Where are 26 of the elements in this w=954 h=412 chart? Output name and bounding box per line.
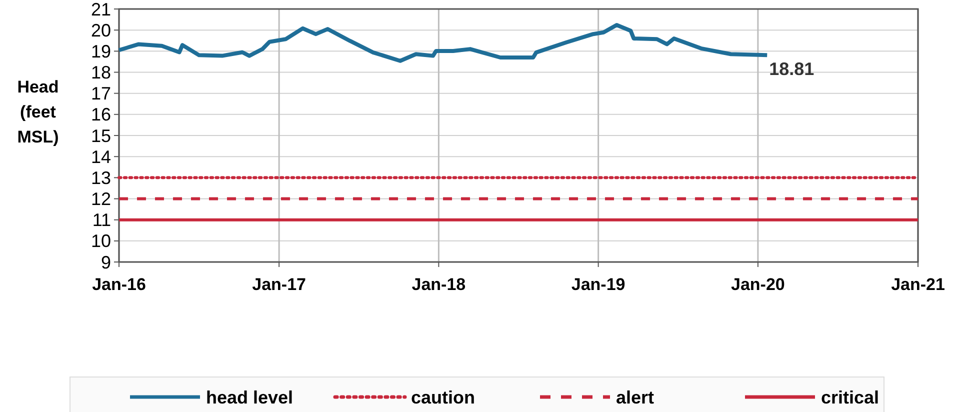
- y-tick-label: 13: [90, 168, 111, 188]
- annotation: 18.81: [769, 59, 814, 80]
- y-tick-label: 21: [90, 0, 111, 20]
- y-tick-label: 19: [90, 41, 111, 62]
- x-tick-label: Jan-20: [731, 275, 785, 294]
- y-tick-label: 14: [90, 146, 111, 167]
- legend-label: caution: [411, 387, 476, 408]
- x-tick-label: Jan-21: [891, 275, 945, 294]
- y-tick-label: 12: [90, 189, 111, 210]
- legend-label: head level: [206, 387, 294, 408]
- y-tick-label: 9: [100, 252, 111, 272]
- x-tick-label: Jan-17: [252, 275, 306, 294]
- legend-label: critical: [821, 387, 880, 408]
- x-tick-label: Jan-16: [92, 275, 146, 294]
- y-tick-label: 10: [90, 231, 111, 252]
- legend-label: alert: [616, 387, 654, 408]
- x-tick-label: Jan-18: [412, 275, 466, 294]
- y-axis-title: Head (feet MSL): [17, 77, 59, 146]
- line-series: [117, 23, 770, 63]
- y-tick-label: 15: [90, 126, 111, 146]
- y-tick-label: 11: [92, 210, 111, 230]
- y-tick-label: 18: [90, 62, 111, 83]
- y-tick-label: 20: [90, 20, 111, 40]
- x-tick-label: Jan-19: [571, 275, 626, 294]
- y-tick-label: 16: [90, 104, 111, 125]
- y-tick-label: 17: [90, 84, 111, 104]
